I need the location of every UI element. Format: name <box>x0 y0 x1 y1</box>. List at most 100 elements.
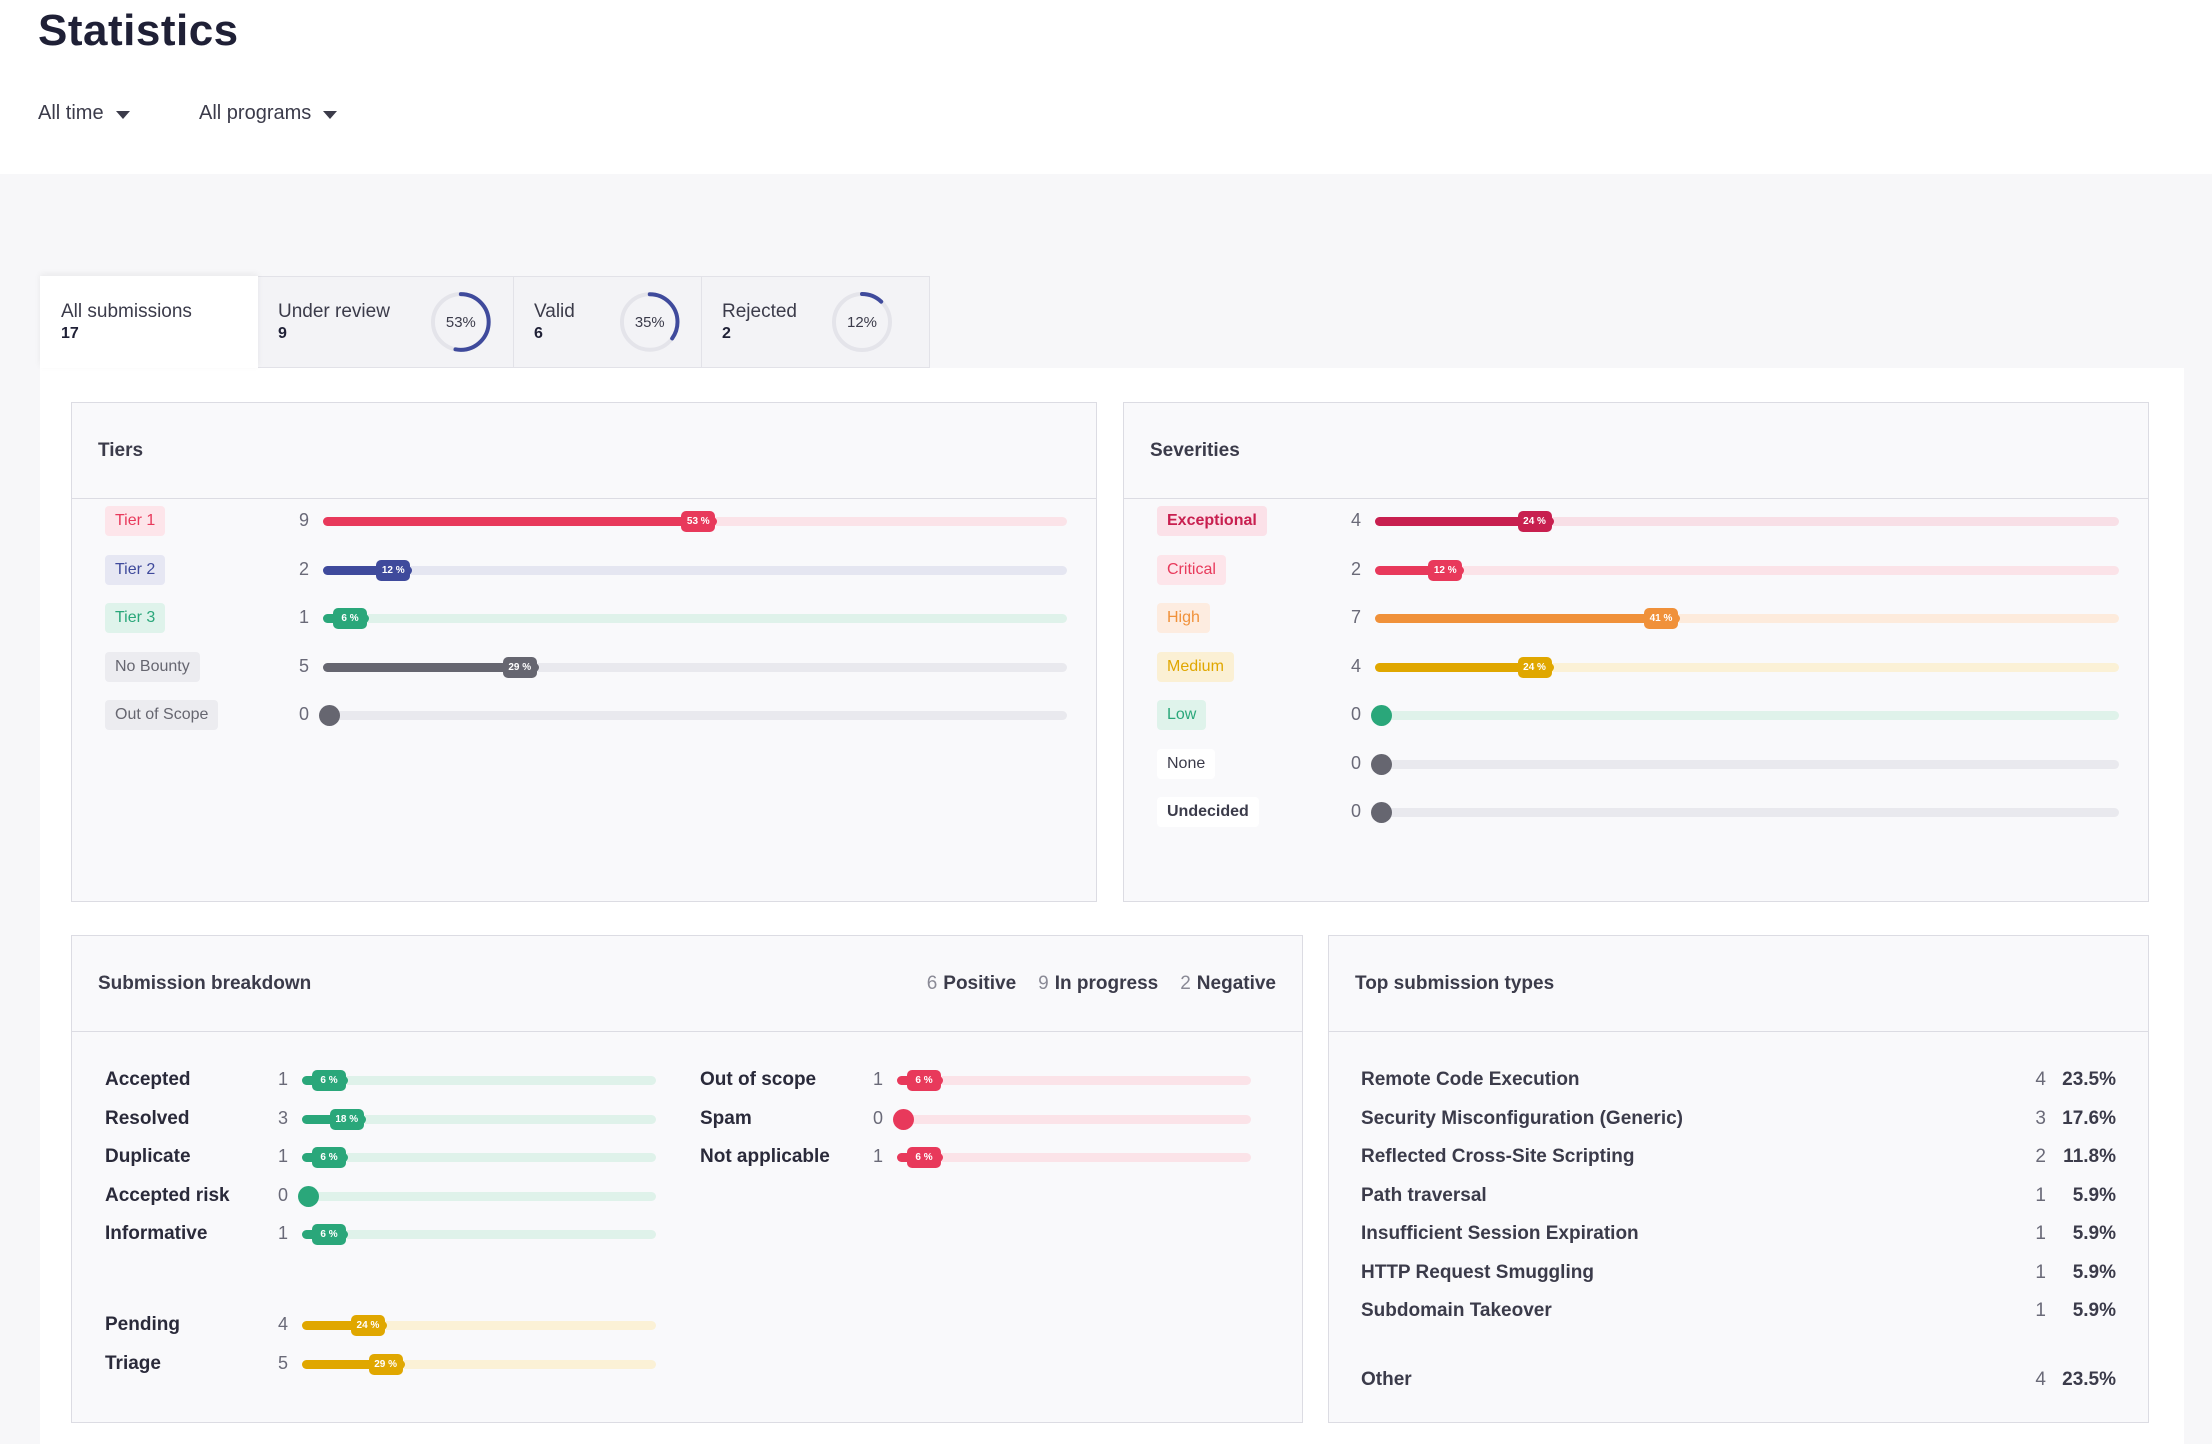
badge-tier-3: Tier 3 <box>105 603 166 633</box>
progress-bar-fill <box>1375 614 1681 623</box>
progress-bar-fill <box>323 565 413 575</box>
legend-negative: 2 Negative <box>1180 973 1276 995</box>
legend-count: 6 <box>926 973 938 994</box>
programs-filter-dropdown[interactable]: All programs <box>199 102 338 125</box>
legend-positive: 6 Positive <box>927 973 1016 995</box>
badge-no-bounty: No Bounty <box>105 651 200 682</box>
badge-critical: Critical <box>1157 554 1226 585</box>
breakdown-legend: 6 Positive 9 In progress 2 Negative <box>927 936 1276 1032</box>
row-count: 2 <box>298 558 309 579</box>
tab-valid[interactable]: Valid 6 35% <box>514 276 702 368</box>
tab-all-submissions[interactable]: All submissions 17 <box>40 276 258 368</box>
time-filter-dropdown[interactable]: All time <box>38 102 130 125</box>
row-count: 1 <box>277 1223 288 1243</box>
tab-count: 6 <box>534 325 543 342</box>
legend-count: 2 <box>1180 973 1191 994</box>
progress-bar-track: 6 % <box>897 1070 1251 1091</box>
severities-card-header: Severities <box>1124 403 2148 499</box>
submission-type-row: Insufficient Session Expiration 1 5.9% <box>1361 1223 2116 1253</box>
progress-bar-track: 41 % <box>1375 608 2119 629</box>
badge-tier-2: Tier 2 <box>105 554 166 585</box>
row-count: 0 <box>298 704 309 724</box>
badge-medium: Medium <box>1157 651 1234 682</box>
progress-percent-pill: 24 % <box>1517 511 1552 532</box>
top-submission-types-card: Top submission types Remote Code Executi… <box>1328 935 2149 1423</box>
badge-out-of-scope: Out of Scope <box>105 700 219 730</box>
valid-progress-ring: 35% <box>619 292 680 352</box>
breakdown-label: Accepted <box>105 1069 191 1090</box>
submission-type-row: Path traversal 1 5.9% <box>1361 1185 2116 1215</box>
submission-type-count: 2 <box>2035 1146 2046 1167</box>
progress-bar-track: 12 % <box>1375 559 2119 581</box>
row-count: 7 <box>1350 607 1361 627</box>
progress-zero-dot <box>1371 753 1392 775</box>
row-count: 5 <box>298 655 309 676</box>
submission-type-count: 1 <box>2035 1261 2046 1283</box>
ring-percent: 35% <box>634 315 664 331</box>
submission-type-name: Path traversal <box>1361 1184 1487 1206</box>
legend-label: In progress <box>1054 973 1159 994</box>
badge-undecided: Undecided <box>1157 797 1259 827</box>
under-review-progress-ring: 53% <box>431 292 492 352</box>
submission-type-percent: 5.9% <box>2072 1184 2116 1206</box>
progress-bar-track: 24 % <box>302 1315 656 1336</box>
progress-percent-pill: 6 % <box>907 1147 941 1168</box>
submission-type-name: HTTP Request Smuggling <box>1361 1261 1594 1283</box>
submission-type-percent: 23.5% <box>2062 1369 2116 1390</box>
tab-under-review[interactable]: Under review 9 53% <box>258 276 514 368</box>
row-count: 0 <box>1350 801 1361 821</box>
card-title: Submission breakdown <box>98 972 312 994</box>
card-title: Severities <box>1150 439 1240 461</box>
progress-zero-dot <box>298 1185 319 1207</box>
progress-bar-fill <box>1375 662 1554 672</box>
tab-label: Under review <box>278 301 390 322</box>
page-title: Statistics <box>38 6 239 55</box>
progress-zero-dot <box>319 705 340 726</box>
legend-label: Negative <box>1196 973 1276 994</box>
progress-percent-pill: 6 % <box>312 1070 346 1091</box>
caret-down-icon <box>323 110 338 119</box>
progress-bar-track: 29 % <box>302 1353 656 1375</box>
progress-bar-track <box>893 1108 1251 1130</box>
submission-type-name: Remote Code Execution <box>1361 1069 1580 1090</box>
breakdown-label: Spam <box>700 1107 752 1129</box>
ring-arc <box>619 292 680 352</box>
submission-type-name: Reflected Cross-Site Scripting <box>1361 1146 1635 1167</box>
card-title: Top submission types <box>1355 972 1555 994</box>
progress-bar-fill <box>1375 517 1554 526</box>
progress-bar-fill <box>1375 565 1465 575</box>
row-count: 4 <box>1350 655 1361 676</box>
programs-filter-label: All programs <box>199 102 312 124</box>
submission-type-percent: 5.9% <box>2072 1223 2116 1244</box>
progress-zero-dot <box>1371 705 1392 726</box>
breakdown-label: Pending <box>105 1314 180 1335</box>
submission-type-count: 1 <box>2035 1223 2046 1244</box>
tab-rejected[interactable]: Rejected 2 12% <box>702 276 930 368</box>
row-count: 3 <box>277 1107 288 1128</box>
progress-percent-pill: 12 % <box>1428 559 1463 581</box>
card-title: Tiers <box>98 439 144 461</box>
progress-bar-fill <box>323 662 539 672</box>
submission-type-name: Security Misconfiguration (Generic) <box>1361 1107 1683 1129</box>
progress-bar-track: 24 % <box>1375 511 2119 532</box>
row-count: 1 <box>277 1069 288 1089</box>
submission-breakdown-card: Submission breakdown 6 Positive 9 In progr… <box>71 935 1303 1423</box>
severities-card: Severities Exceptional 4 24 % Critical 2 12 %… <box>1123 402 2149 902</box>
row-count: 1 <box>872 1146 883 1166</box>
breakdown-label: Not applicable <box>700 1146 830 1167</box>
submission-type-percent: 5.9% <box>2072 1261 2116 1283</box>
badge-exceptional: Exceptional <box>1157 506 1267 536</box>
legend-in-progress: 9 In progress <box>1038 973 1158 995</box>
progress-percent-pill: 6 % <box>312 1224 346 1245</box>
progress-percent-pill: 6 % <box>333 608 367 629</box>
row-count: 4 <box>277 1314 288 1334</box>
submission-type-percent: 17.6% <box>2062 1107 2116 1129</box>
progress-percent-pill: 24 % <box>1517 656 1552 678</box>
row-count: 1 <box>872 1069 883 1089</box>
progress-zero-dot <box>1371 802 1392 823</box>
tab-label: All submissions <box>61 301 192 322</box>
submission-type-count: 4 <box>2035 1069 2046 1090</box>
progress-bar-track <box>298 1185 656 1207</box>
progress-bar-track: 18 % <box>302 1108 656 1130</box>
submission-type-percent: 11.8% <box>2063 1146 2116 1167</box>
